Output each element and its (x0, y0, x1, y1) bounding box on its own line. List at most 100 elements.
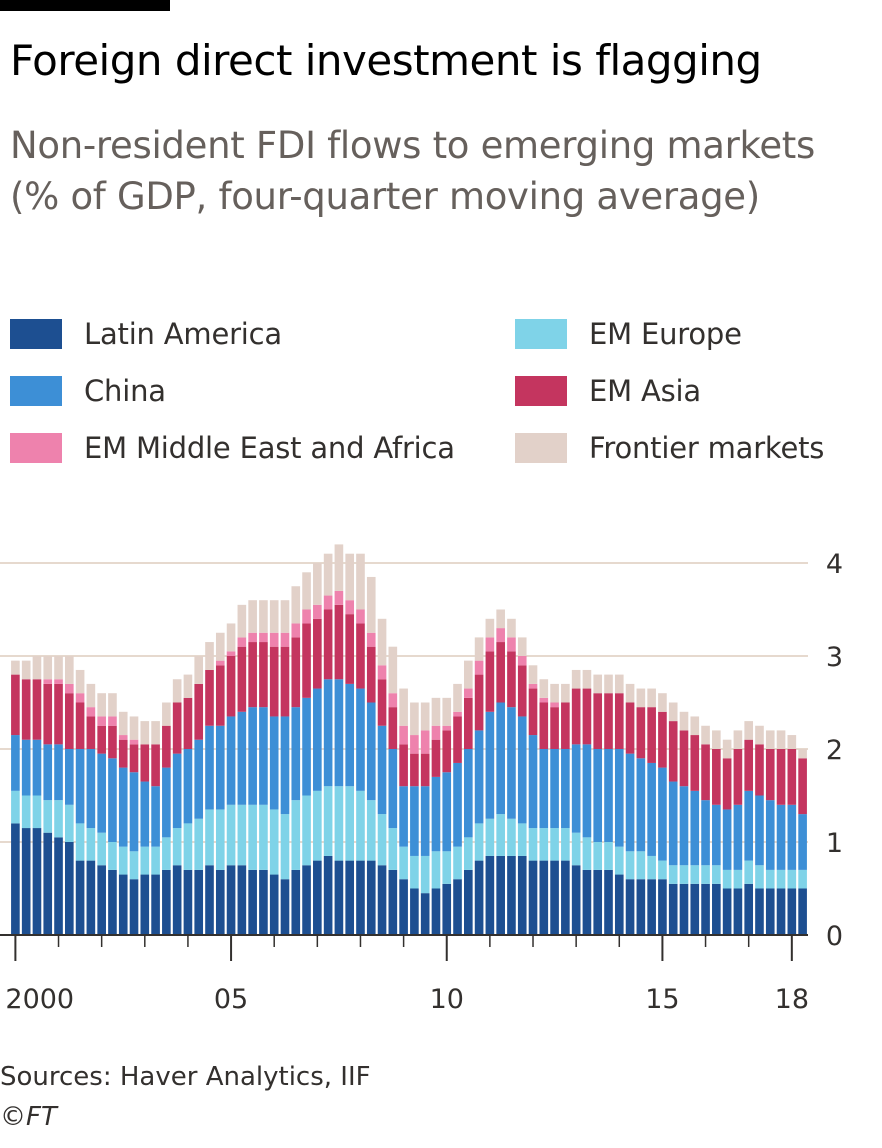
bar-2013Q4-em-europe (604, 842, 613, 870)
bar-2002Q1-em-middle-east-and-africa (97, 716, 106, 726)
x-tick-label-18: 18 (775, 984, 809, 1015)
bar-2005Q1-china (226, 716, 236, 805)
bar-2013Q1-frontier-markets (571, 669, 581, 689)
bar-2011Q1-frontier-markets (485, 618, 495, 638)
bar-2009Q1-latin-america (399, 879, 408, 935)
bar-2005Q2-frontier-markets (237, 604, 247, 638)
bar-2017Q4-em-europe (776, 869, 786, 889)
bar-2000Q2-em-europe (21, 795, 31, 829)
bar-2012Q4-em-asia (561, 702, 570, 749)
bar-2004Q4-frontier-markets (215, 632, 225, 661)
bar-2016Q2-china (712, 804, 721, 866)
bar-2008Q3-em-asia (377, 679, 387, 726)
bar-2011Q4-em-asia (517, 665, 527, 717)
bar-2002Q1-latin-america (97, 865, 106, 935)
source-note: Sources: Haver Analytics, IIF (0, 1062, 371, 1092)
bar-2001Q2-china (65, 749, 74, 805)
bar-2002Q2-frontier-markets (108, 693, 117, 717)
bar-2009Q3-china (420, 786, 430, 856)
bar-2009Q3-frontier-markets (420, 702, 430, 731)
legend-item-frontier-markets: Frontier markets (515, 428, 824, 468)
bar-2004Q4-em-middle-east-and-africa (215, 660, 225, 666)
bar-2012Q2-frontier-markets (539, 679, 549, 698)
bar-2004Q1-frontier-markets (183, 674, 193, 698)
legend-swatch-china (10, 376, 62, 406)
bar-2009Q3-latin-america (420, 893, 430, 935)
bar-2009Q2-em-middle-east-and-africa (410, 735, 419, 754)
bar-2014Q4-frontier-markets (647, 688, 656, 708)
bar-2017Q4-china (776, 804, 786, 870)
bar-2008Q1-china (356, 688, 365, 791)
bar-2012Q1-latin-america (528, 860, 538, 935)
bar-2003Q4-latin-america (172, 865, 182, 935)
bar-2008Q3-china (377, 725, 387, 815)
bar-2009Q3-em-europe (420, 855, 430, 894)
bar-2006Q1-china (269, 716, 279, 810)
bar-2010Q4-latin-america (474, 860, 484, 935)
bar-2013Q4-em-asia (604, 693, 613, 749)
bar-2012Q3-frontier-markets (550, 683, 559, 703)
bar-2013Q2-latin-america (582, 869, 592, 935)
bar-2018Q2-em-asia (798, 758, 807, 815)
bar-2008Q4-latin-america (388, 869, 398, 935)
bar-2003Q1-frontier-markets (140, 721, 150, 745)
bar-2001Q3-china (75, 749, 85, 824)
bar-2005Q3-frontier-markets (248, 600, 257, 633)
x-tick-label-10: 10 (430, 984, 464, 1015)
bar-2007Q2-em-middle-east-and-africa (323, 595, 333, 610)
bar-2002Q3-em-asia (118, 739, 128, 768)
bar-2012Q1-china (528, 735, 538, 829)
bar-2005Q4-em-asia (259, 642, 268, 708)
bar-2009Q4-em-middle-east-and-africa (431, 725, 441, 740)
bar-2006Q3-em-middle-east-and-africa (291, 623, 301, 638)
bar-2006Q2-latin-america (280, 879, 290, 935)
bar-2005Q2-em-asia (237, 646, 247, 712)
bar-2012Q4-em-europe (561, 828, 570, 861)
bar-2018Q1-china (787, 804, 797, 870)
bar-2014Q1-em-europe (614, 846, 624, 875)
bar-2002Q1-em-asia (97, 725, 106, 754)
bar-2000Q4-em-asia (43, 683, 53, 745)
bar-2005Q4-em-middle-east-and-africa (259, 632, 268, 643)
bar-2006Q4-latin-america (302, 865, 311, 935)
bar-2001Q2-em-asia (65, 693, 74, 749)
bar-2010Q4-em-europe (474, 823, 484, 861)
bar-2013Q1-latin-america (571, 865, 581, 935)
bar-2011Q3-em-europe (507, 818, 516, 856)
bar-2004Q2-latin-america (194, 869, 204, 935)
bar-2006Q2-frontier-markets (280, 600, 290, 633)
bar-2004Q4-latin-america (215, 869, 225, 935)
bar-2010Q2-latin-america (453, 879, 462, 935)
bar-2007Q4-em-europe (345, 786, 355, 861)
bar-2003Q3-em-europe (162, 837, 171, 870)
bar-2004Q3-frontier-markets (205, 642, 214, 670)
bar-2017Q3-frontier-markets (765, 730, 775, 749)
bar-2003Q3-china (162, 767, 171, 838)
bar-2002Q3-frontier-markets (118, 711, 128, 736)
bar-2007Q3-china (334, 679, 344, 787)
bar-2010Q4-china (474, 730, 484, 824)
bar-2015Q1-china (658, 767, 667, 861)
bar-2002Q4-em-middle-east-and-africa (129, 739, 139, 745)
bar-2005Q1-em-middle-east-and-africa (226, 651, 236, 656)
bar-2000Q3-china (32, 739, 42, 796)
bar-2007Q2-em-europe (323, 786, 333, 856)
bar-2014Q3-china (636, 758, 646, 852)
bar-2001Q3-em-asia (75, 702, 85, 749)
bar-2001Q3-em-middle-east-and-africa (75, 693, 85, 703)
bar-2002Q4-china (129, 772, 139, 852)
bar-2000Q2-latin-america (21, 828, 31, 935)
bar-2017Q1-em-europe (744, 860, 754, 884)
bar-2018Q1-em-europe (787, 869, 797, 889)
bar-2009Q2-latin-america (410, 888, 419, 935)
bar-2015Q2-em-asia (668, 721, 678, 782)
bar-2017Q3-latin-america (765, 888, 775, 935)
bar-2016Q4-latin-america (733, 888, 743, 935)
bar-2001Q4-em-asia (86, 716, 96, 749)
bar-2004Q2-em-asia (194, 683, 204, 740)
bar-2017Q1-latin-america (744, 883, 754, 935)
bar-2000Q3-em-asia (32, 679, 42, 740)
bar-2006Q1-em-europe (269, 809, 279, 875)
bar-2014Q2-latin-america (625, 879, 635, 935)
bar-2010Q3-china (464, 749, 473, 838)
